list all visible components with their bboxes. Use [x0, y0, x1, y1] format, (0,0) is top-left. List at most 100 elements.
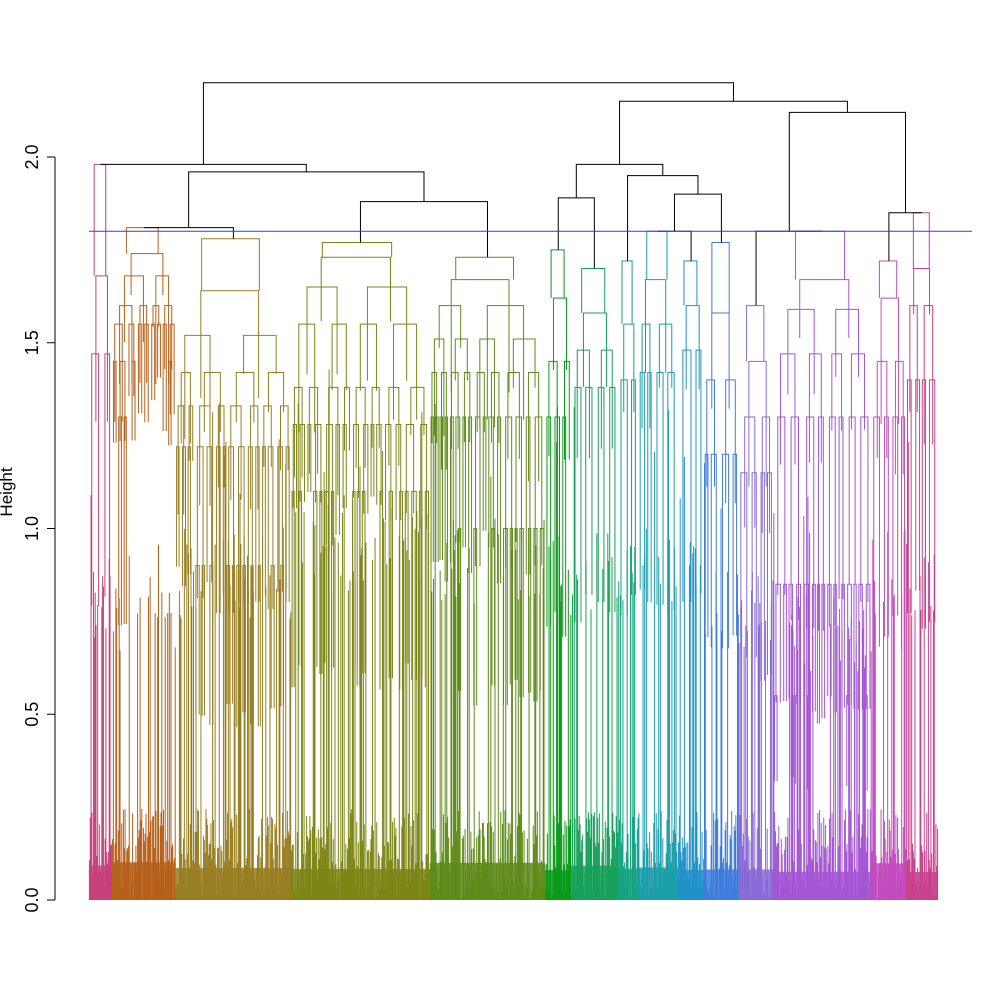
merge-link — [455, 416, 461, 543]
merge-link — [393, 323, 418, 420]
upper-merge-m-1-5 — [100, 163, 307, 172]
merge-link — [865, 583, 871, 709]
merge-link — [307, 423, 312, 492]
merge-link — [195, 565, 200, 715]
cluster-7 — [571, 267, 618, 900]
merge-link — [783, 583, 787, 702]
merge-link — [600, 349, 613, 449]
y-tick-label: 0.5 — [22, 702, 42, 727]
dendrogram-plot — [88, 82, 972, 900]
merge-link — [833, 583, 837, 713]
merge-link — [418, 490, 423, 677]
merge-link — [326, 423, 333, 546]
merge-link — [892, 416, 899, 616]
merge-link — [299, 423, 306, 502]
cluster-4 — [291, 241, 430, 900]
merge-link — [379, 490, 383, 690]
merge-link — [838, 416, 844, 600]
merge-link — [331, 323, 347, 390]
merge-link — [788, 583, 794, 699]
cluster-top-link — [125, 227, 159, 254]
merge-link — [706, 379, 716, 487]
merge-link — [139, 305, 148, 383]
merge-link — [609, 386, 616, 613]
merge-link — [725, 379, 736, 504]
cluster-top-link — [550, 249, 565, 299]
merge-link — [751, 472, 757, 658]
merge-link — [215, 446, 221, 614]
merge-link — [767, 472, 772, 675]
merge-link — [533, 528, 538, 702]
merge-link — [250, 565, 254, 725]
cluster-11 — [704, 241, 739, 900]
merge-link — [226, 565, 231, 705]
merge-link — [457, 528, 462, 691]
merge-link — [864, 695, 868, 791]
merge-link — [243, 334, 277, 374]
merge-link — [807, 695, 811, 790]
merge-link — [431, 371, 438, 444]
cluster-top-link — [746, 305, 765, 362]
merge-link — [292, 423, 298, 509]
merge-link — [796, 583, 802, 704]
merge-link — [639, 371, 646, 590]
y-tick-label: 2.0 — [22, 144, 42, 169]
cluster-12 — [738, 305, 774, 900]
merge-link — [799, 279, 850, 338]
merge-link — [228, 446, 235, 613]
merge-link — [527, 371, 540, 482]
merge-link — [388, 386, 400, 466]
merge-link — [270, 565, 275, 709]
merge-link — [913, 267, 931, 315]
merge-link — [444, 416, 448, 582]
merge-link — [144, 323, 149, 423]
upper-merge-m-2-5 — [188, 171, 425, 228]
merge-link — [873, 416, 880, 647]
merge-link — [883, 416, 889, 637]
merge-link — [695, 349, 702, 594]
merge-link — [473, 528, 478, 706]
merge-link — [200, 290, 260, 398]
upper-merge-m-9-11 — [673, 193, 722, 243]
merge-link — [169, 323, 175, 415]
merge-link — [816, 583, 820, 724]
merge-link — [894, 360, 904, 475]
y-tick-label: 1.0 — [22, 516, 42, 541]
merge-link — [181, 446, 187, 587]
cluster-2 — [112, 227, 176, 900]
merge-link — [298, 490, 302, 666]
merge-link — [721, 453, 730, 649]
merge-link — [155, 275, 170, 385]
merge-link — [359, 323, 377, 391]
upper-merge-m-6-15 — [619, 100, 848, 165]
merge-link — [631, 379, 636, 595]
merge-link — [454, 338, 468, 381]
merge-link — [187, 446, 191, 575]
merge-link — [760, 472, 765, 681]
merge-link — [476, 371, 485, 433]
merge-link — [923, 305, 934, 445]
merge-link — [928, 379, 936, 622]
merge-link — [818, 416, 824, 631]
merge-link — [909, 305, 918, 412]
y-axis-label: Height — [0, 467, 16, 516]
merge-link — [488, 416, 494, 548]
merge-link — [644, 279, 667, 373]
merge-link — [262, 446, 266, 596]
merge-link — [257, 565, 261, 727]
merge-link — [620, 379, 628, 616]
merge-link — [356, 490, 361, 686]
merge-link — [475, 416, 481, 567]
merge-link — [915, 379, 921, 591]
y-axis: 0.0 0.5 1.0 1.5 2.0 — [22, 144, 56, 913]
merge-link — [399, 490, 403, 690]
merge-link — [858, 583, 863, 710]
merge-link — [850, 353, 865, 430]
cluster-8 — [617, 260, 638, 900]
merge-link — [438, 305, 462, 348]
merge-link — [230, 405, 242, 500]
merge-link — [548, 360, 558, 457]
merge-link — [128, 323, 135, 397]
merge-link — [682, 349, 692, 603]
merge-link — [514, 528, 518, 680]
